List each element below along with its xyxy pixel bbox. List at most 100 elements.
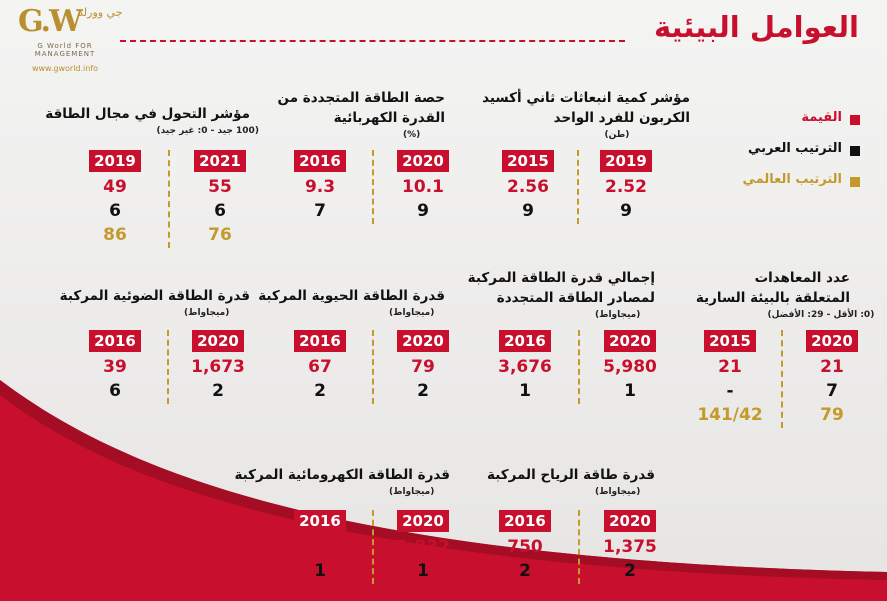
year-label: 2020 [604,510,656,532]
value: 2.56 [507,177,549,197]
column-separator [577,330,580,404]
legend-label: الترتيب العربي [747,141,842,156]
logo-tagline: G World FOR MANAGEMENT [20,42,110,58]
year-label: 2015 [704,330,756,352]
value: 21 [820,357,844,377]
value: 39 [103,357,127,377]
arab-rank: 2 [417,381,429,401]
block-title: القدرة الكهربائية [333,110,445,126]
block-unit: (100 جيد - 0: غير جيد) [156,126,259,136]
swoosh-shade [0,380,887,580]
arab-rank: 2 [212,381,224,401]
legend-swatch [850,115,860,125]
block-unit: (ميجاواط) [184,308,230,318]
year-label: 2016 [294,330,346,352]
block-title: المتعلقة بالبيئة السارية [695,290,850,306]
page-title: العوامل البيئية [653,10,859,44]
arab-rank: 7 [826,381,838,401]
block-unit: (ميجاواط) [389,308,435,318]
value: 49 [103,177,127,197]
value: 79 [411,357,435,377]
arab-rank: 9 [620,201,632,221]
column-separator [371,330,374,404]
arab-rank: 6 [214,201,226,221]
arab-rank: 6 [109,201,121,221]
year-label: 2021 [194,150,246,172]
world-rank: 76 [208,225,232,245]
block-title: قدرة طاقة الرياح المركبة [487,467,655,483]
column-separator [577,510,580,584]
value: 67 [308,357,332,377]
year-label: 2016 [499,510,551,532]
year-label: 2020 [397,330,449,352]
block-title: مؤشر كمية انبعاثات ثاني أكسيد [482,90,690,106]
column-separator [371,510,374,584]
logo-sub: FOR MANAGEMENT [34,42,96,58]
world-rank: 86 [103,225,127,245]
block-title: قدرة الطاقة الضوئية المركبة [59,288,250,304]
year-label: 2016 [89,330,141,352]
year-label: 2020 [806,330,858,352]
arab-rank: - [726,381,734,401]
block-title: قدرة الطاقة الكهرومائية المركبة [234,467,450,483]
column-separator [166,330,169,404]
logo-url: www.gworld.info [31,64,99,73]
value: 9.3 [304,177,336,197]
value: 10.1 [402,177,444,197]
logo-mark: G.W [18,4,83,39]
column-separator [371,150,374,224]
value: 1,375 [603,537,657,557]
value: 5,980 [603,357,657,377]
year-label: 2020 [397,510,449,532]
year-label: 2016 [499,330,551,352]
block-unit: (ميجاواط) [389,487,435,497]
block-title: حصة الطاقة المتجددة من [277,90,445,106]
year-label: 2020 [397,150,449,172]
column-separator [167,150,170,248]
block-unit: (0: الأقل - 29: الأفضل) [767,310,875,320]
value: 2,800 [293,537,347,557]
value: 750 [507,537,543,557]
block-unit: (ميجاواط) [595,310,641,320]
arab-rank: 2 [624,561,636,581]
legend-swatch [850,177,860,187]
year-label: 2015 [502,150,554,172]
year-label: 2016 [294,510,346,532]
value: 2.52 [605,177,647,197]
arab-rank: 2 [314,381,326,401]
arab-rank: 2 [519,561,531,581]
title-dash [120,40,625,42]
block-unit: (ميجاواط) [595,487,641,497]
world-rank: 79 [820,405,844,425]
block-title: لمصادر الطاقة المتجددة [496,290,655,306]
year-label: 2020 [192,330,244,352]
arab-rank: 1 [519,381,531,401]
world-rank: 141/42 [697,405,763,425]
value: 3,676 [498,357,552,377]
value: 1,673 [191,357,245,377]
arab-rank: 9 [417,201,429,221]
arab-rank: 1 [314,561,326,581]
column-separator [577,150,579,224]
value: 21 [718,357,742,377]
block-unit: (طن) [604,130,630,140]
block-title: مؤشر التحول في مجال الطاقة [45,106,250,122]
legend-swatch [850,146,860,156]
year-label: 2016 [294,150,346,172]
arab-rank: 7 [314,201,326,221]
year-label: 2020 [604,330,656,352]
value: 2,832 [396,537,450,557]
legend-label: الترتيب العالمي [742,172,842,187]
value: 55 [208,177,232,197]
block-title: إجمالي قدرة الطاقة المركبة [467,270,655,286]
block-title: الكربون للفرد الواحد [553,110,690,126]
year-label: 2019 [600,150,652,172]
block-unit: (%) [403,130,421,140]
block-title: عدد المعاهدات [754,270,850,286]
logo-brand: G World [37,42,73,50]
arab-rank: 1 [417,561,429,581]
arab-rank: 6 [109,381,121,401]
column-separator [781,330,783,428]
